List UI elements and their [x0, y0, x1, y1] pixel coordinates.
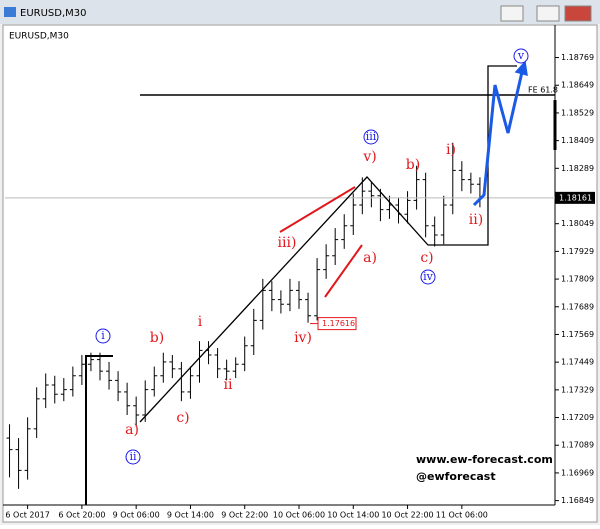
wave-lines — [139, 65, 517, 423]
y-tick-label: 1.17089 — [561, 441, 594, 450]
window-title: EURUSD,M30 — [20, 8, 86, 19]
x-tick-label: 10 Oct 22:00 — [381, 511, 433, 520]
channel-line — [324, 244, 363, 298]
wave-overlay — [85, 60, 557, 505]
y-tick-label: 1.16849 — [561, 496, 594, 505]
forecast-arrow — [514, 60, 528, 77]
y-tick-label: 1.17569 — [561, 330, 594, 339]
low-label: 1.17616 — [322, 319, 355, 328]
channel-line — [279, 186, 356, 233]
wave-label: a) — [125, 422, 139, 438]
watermark: @ewforecast — [416, 470, 496, 483]
wave-label: i — [101, 329, 105, 342]
close-button[interactable] — [564, 5, 592, 22]
label-circle — [95, 328, 111, 344]
last-price-label: 1.18161 — [559, 193, 592, 202]
wave-marker — [85, 355, 113, 505]
window-icon — [4, 7, 16, 17]
label-circle — [125, 449, 141, 465]
x-tick-label: 10 Oct 14:00 — [327, 511, 379, 520]
forecast-path — [472, 71, 524, 207]
y-tick-label: 1.17809 — [561, 275, 594, 284]
chart-label: EURUSD,M30 — [9, 32, 69, 42]
wave-label: v) — [362, 149, 376, 165]
title-bar — [0, 0, 600, 24]
y-tick-label: 1.17929 — [561, 247, 594, 256]
fe-label: FE 61.8 — [528, 86, 558, 95]
label-circle — [420, 269, 436, 285]
y-tick-label: 1.17689 — [561, 302, 594, 311]
plot: 1.18769 1.18649 1.18529 1.18409 1.18289 1.180… — [5, 53, 595, 520]
wave-label: iv) — [294, 330, 312, 346]
watermark: www.ew-forecast.com — [416, 453, 553, 466]
y-tick-label: 1.18049 — [561, 219, 594, 228]
y-tick-label: 1.17449 — [561, 358, 594, 367]
wave-label: ii — [224, 377, 233, 393]
low-box — [317, 317, 357, 331]
y-tick-label: 1.18529 — [561, 108, 594, 117]
x-tick-label: 10 Oct 06:00 — [273, 511, 325, 520]
wave-label: ii — [129, 450, 137, 463]
y-tick-label: 1.18409 — [561, 136, 594, 145]
maximize-button[interactable] — [536, 5, 560, 22]
last-price-box — [555, 191, 595, 204]
y-tick-label: 1.18769 — [561, 53, 594, 62]
wave-label: v — [517, 49, 525, 62]
wave-labels: i b) i ii c) a) ii iii) iv) a) iii v) b)… — [95, 48, 558, 483]
wave-label: c) — [420, 250, 433, 266]
x-tick-label: 9 Oct 22:00 — [221, 511, 268, 520]
x-tick-label: 6 Oct 20:00 — [58, 511, 105, 520]
y-tick-label: 1.16969 — [561, 468, 594, 477]
x-tick-label: 6 Oct 2017 — [5, 511, 49, 520]
y-tick-label: 1.18289 — [561, 164, 594, 173]
label-circle — [363, 129, 379, 145]
wave-label: b) — [406, 157, 420, 173]
wave-label: c) — [176, 410, 189, 426]
y-tick-label: 1.17329 — [561, 385, 594, 394]
label-circle — [513, 48, 529, 64]
chart-area — [2, 24, 598, 523]
x-tick-label: 9 Oct 06:00 — [113, 511, 160, 520]
y-tick-label: 1.18649 — [561, 81, 594, 90]
x-tick-label: 9 Oct 14:00 — [167, 511, 214, 520]
minimize-button[interactable] — [500, 5, 524, 22]
wave-label: b) — [150, 330, 164, 346]
wave-label: a) — [363, 250, 377, 266]
wave-label: iii) — [278, 235, 297, 251]
x-tick-label: 11 Oct 06:00 — [436, 511, 488, 520]
y-tick-label: 1.17209 — [561, 413, 594, 422]
wave-label: i — [198, 314, 203, 330]
wave-label: i) — [446, 142, 456, 158]
wave-label: ii) — [469, 212, 483, 228]
wave-label: iv — [423, 270, 434, 283]
wave-label: iii — [366, 130, 377, 143]
